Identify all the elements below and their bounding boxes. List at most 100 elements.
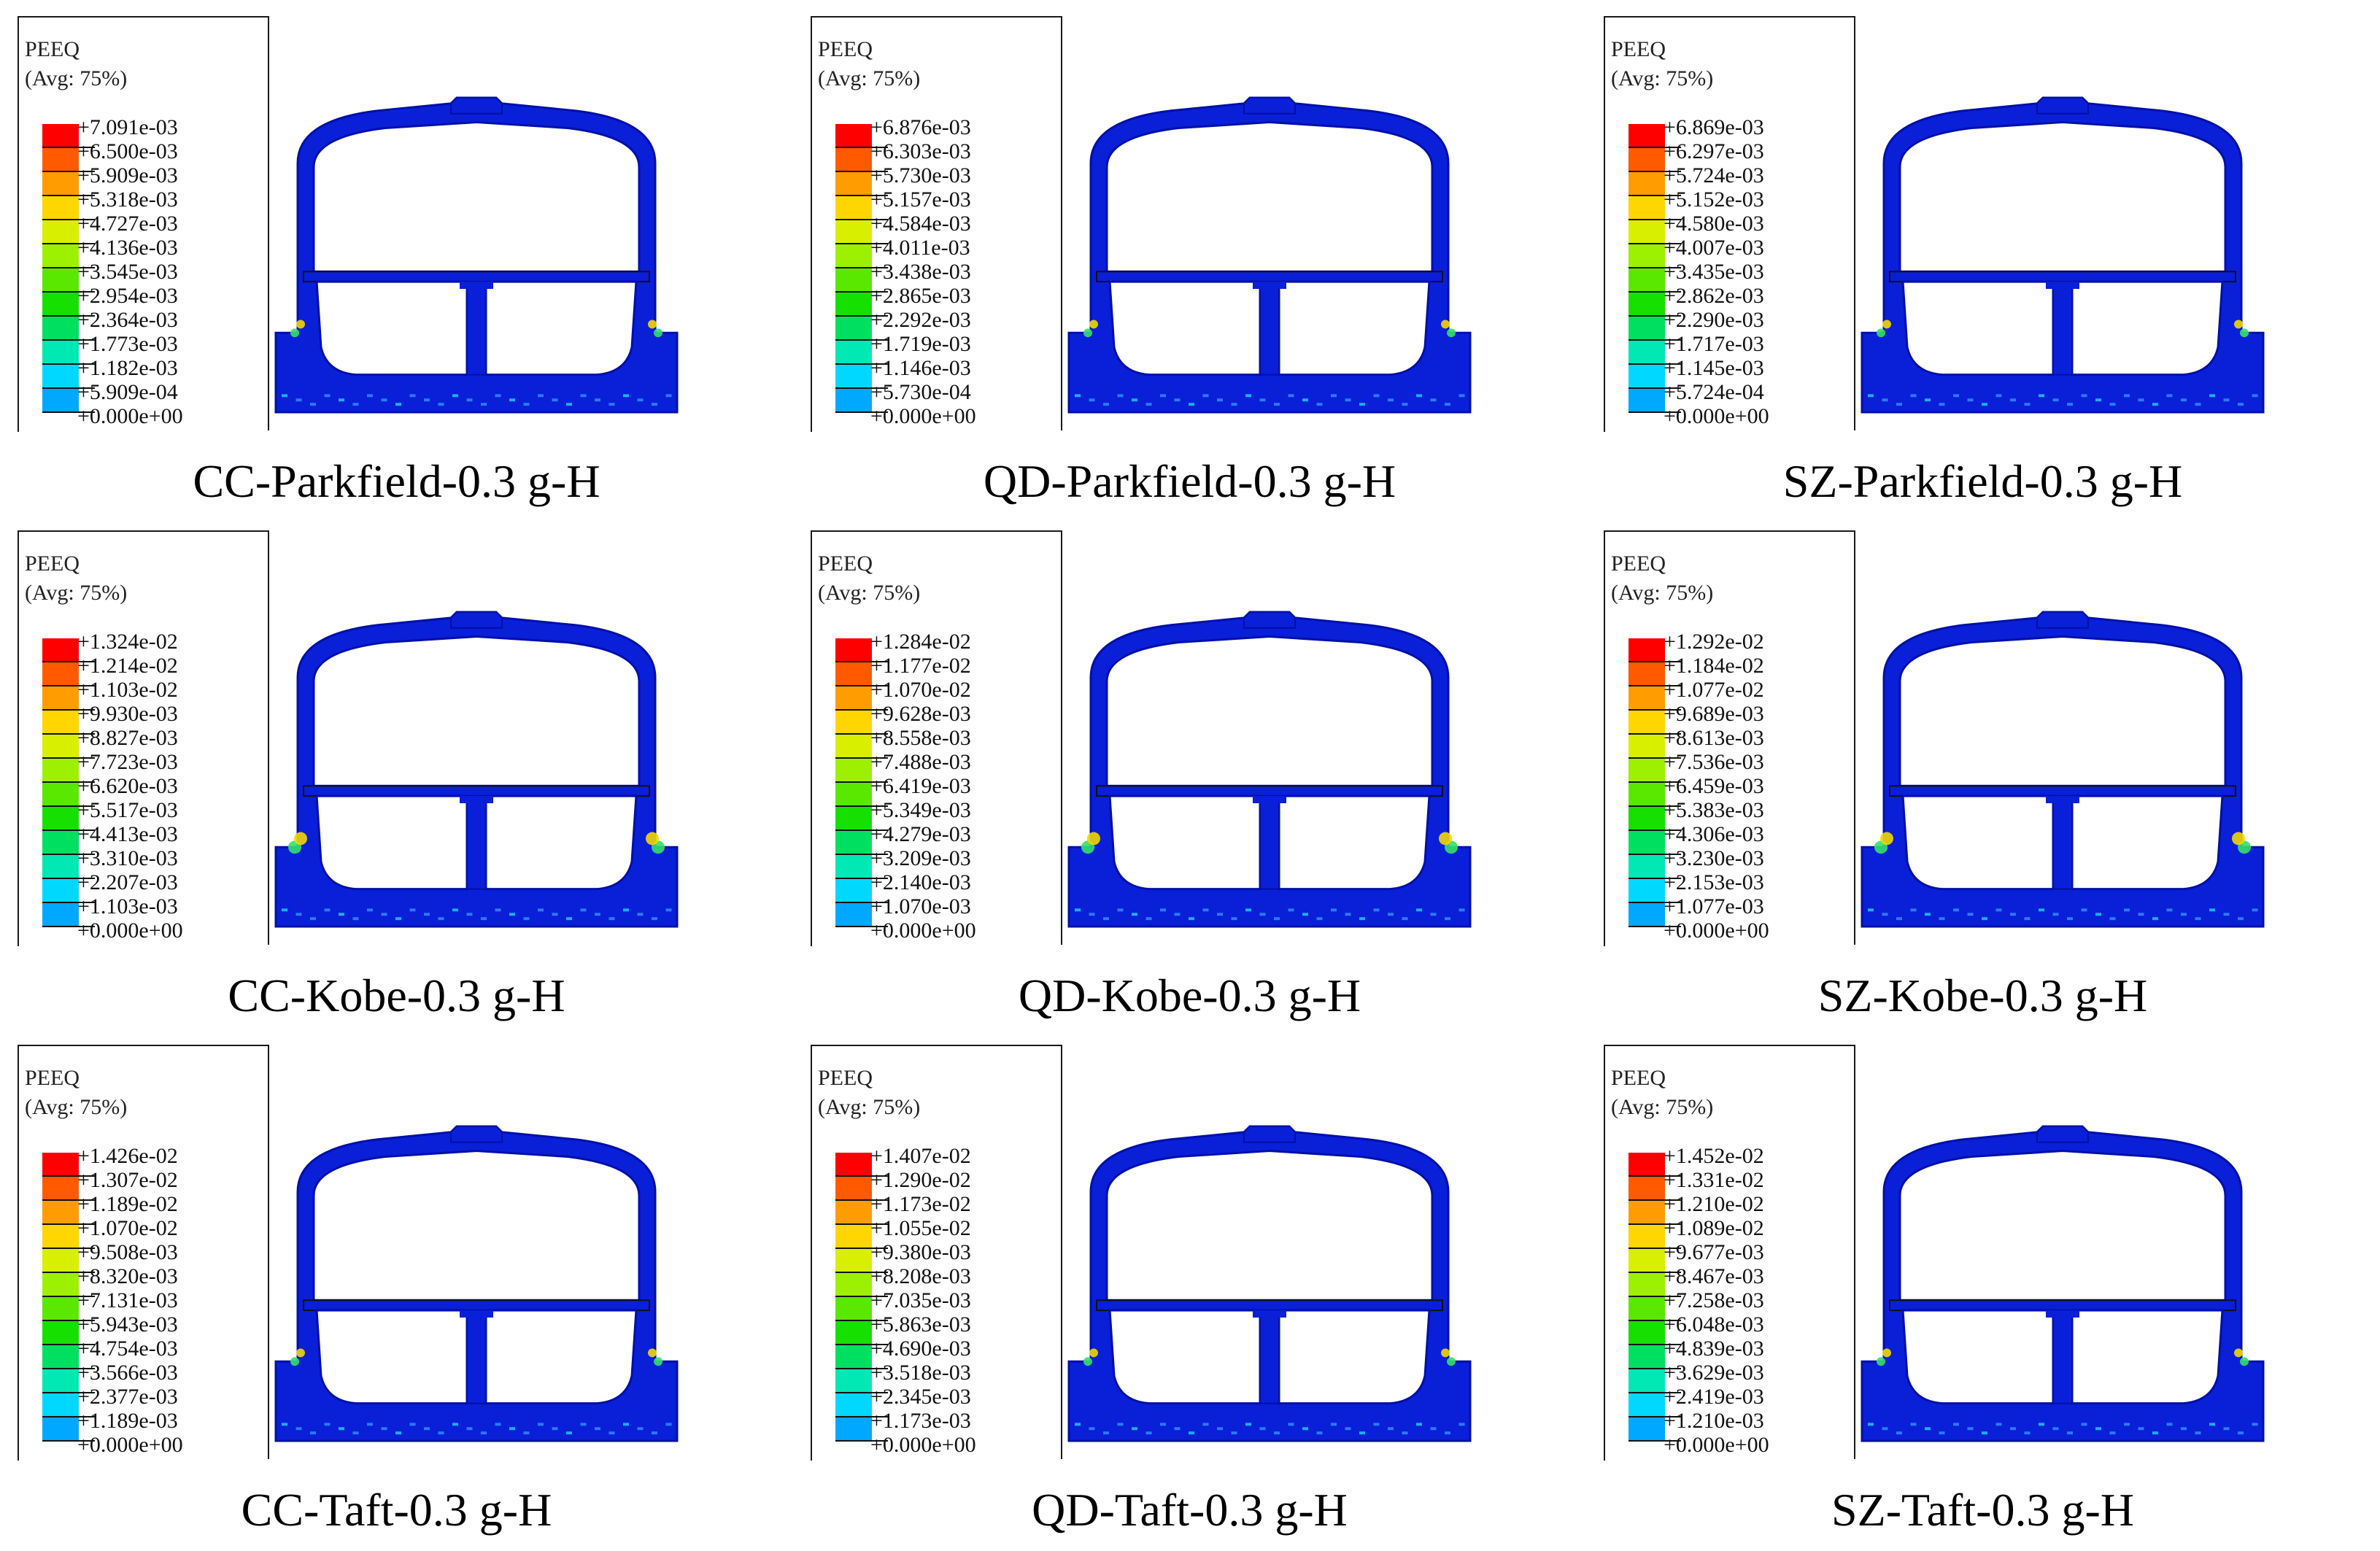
base-strain-speckle [2052, 913, 2059, 916]
base-strain-speckle [2195, 1431, 2201, 1435]
base-strain-speckle [452, 394, 458, 398]
base-strain-speckle [1259, 1427, 1266, 1431]
legend-swatch [42, 196, 95, 220]
base-strain-speckle [1345, 398, 1351, 402]
base-strain-speckle [2039, 394, 2044, 398]
legend-value: +2.364e-03 [77, 308, 178, 332]
base-strain-speckle [2010, 913, 2016, 916]
base-strain-speckle [1202, 908, 1209, 912]
base-strain-speckle [495, 908, 501, 912]
base-strain-speckle [2223, 398, 2230, 402]
legend-value: +4.279e-03 [870, 822, 971, 846]
base-strain-speckle [1103, 403, 1109, 406]
legend-swatch [42, 317, 95, 341]
base-strain-speckle [1953, 394, 1959, 398]
base-strain-speckle [2152, 1431, 2158, 1435]
base-strain-speckle [2252, 908, 2258, 912]
middle-slab [1096, 271, 1443, 283]
base-strain-speckle [1882, 913, 1888, 916]
legend-swatch [835, 686, 888, 711]
strain-hotspot [1882, 320, 1891, 329]
legend-value: +1.210e-02 [1664, 1192, 1764, 1216]
legend-title: PEEQ [1611, 552, 1666, 576]
lower-left-cell [1901, 1309, 2055, 1405]
legend-value: +8.208e-03 [870, 1264, 971, 1288]
base-strain-speckle [1259, 913, 1266, 916]
strain-hotspot [296, 1348, 305, 1358]
base-strain-speckle [1132, 398, 1137, 402]
legend-swatch [835, 196, 888, 220]
base-strain-speckle [1967, 1427, 1974, 1431]
legend-value: +6.297e-03 [1664, 139, 1764, 163]
legend-value: +5.909e-04 [77, 380, 178, 404]
base-strain-speckle [2195, 917, 2201, 921]
base-strain-speckle [1882, 1427, 1888, 1431]
contour-legend: PEEQ (Avg: 75%) +7.091e-03 +6.500e-03 +5.909… [18, 16, 269, 432]
legend-swatch [835, 220, 888, 244]
legend-value: +1.146e-03 [870, 356, 971, 380]
legend-value: +1.173e-03 [870, 1409, 971, 1433]
contour-legend: PEEQ (Avg: 75%) +1.292e-02 +1.184e-02 +1.077… [1604, 530, 1855, 946]
middle-slab [1889, 271, 2236, 283]
legend-value: +8.613e-03 [1664, 726, 1764, 750]
strain-hotspot [1877, 1357, 1885, 1366]
base-strain-speckle [2052, 398, 2059, 402]
strain-hotspot [296, 320, 305, 329]
contour-legend: PEEQ (Avg: 75%) +1.452e-02 +1.331e-02 +1.210… [1604, 1045, 1855, 1461]
base-strain-speckle [623, 394, 629, 398]
base-strain-speckle [1189, 917, 1194, 921]
legend-swatch [42, 1249, 95, 1273]
strain-hotspot [1439, 832, 1452, 846]
tunnel-model [1861, 1125, 2265, 1442]
base-strain-speckle [580, 1423, 587, 1426]
base-strain-speckle [381, 913, 387, 916]
legend-value: +5.863e-03 [870, 1312, 971, 1337]
legend-value: +6.459e-03 [1664, 774, 1764, 798]
lower-right-cell [1278, 794, 1431, 891]
base-strain-speckle [1430, 1427, 1437, 1431]
base-strain-speckle [595, 398, 600, 402]
legend-swatch [835, 1225, 888, 1249]
legend-value: +5.724e-04 [1664, 380, 1764, 404]
lower-left-cell [315, 1309, 468, 1405]
base-strain-speckle [424, 398, 430, 402]
strain-hotspot [1089, 1348, 1098, 1358]
base-strain-speckle [1160, 908, 1166, 912]
legend-value: +7.131e-03 [77, 1288, 178, 1312]
base-strain-speckle [1967, 913, 1974, 916]
tunnel-model [274, 611, 679, 928]
legend-value: +4.690e-03 [870, 1337, 971, 1361]
center-column [1259, 281, 1280, 376]
legend-color-bar [42, 638, 95, 927]
legend-value: +1.331e-02 [1664, 1168, 1764, 1192]
legend-value: +3.518e-03 [870, 1361, 971, 1385]
legend-value: +3.438e-03 [870, 260, 971, 284]
legend-header: PEEQ (Avg: 75%) [818, 35, 920, 93]
legend-value: +0.000e+00 [1664, 1433, 1769, 1457]
lower-right-cell [484, 1309, 638, 1405]
base-strain-speckle [1231, 917, 1237, 921]
legend-value: +8.320e-03 [77, 1264, 178, 1288]
base-strain-speckle [409, 1423, 416, 1426]
base-strain-speckle [1316, 403, 1323, 406]
legend-value: +3.629e-03 [1664, 1361, 1764, 1385]
legend-border [268, 16, 269, 430]
legend-value: +0.000e+00 [870, 918, 976, 943]
legend-value: +8.558e-03 [870, 726, 971, 750]
legend-value: +8.467e-03 [1664, 1264, 1764, 1288]
base-strain-speckle [2238, 917, 2244, 921]
base-strain-speckle [1910, 1423, 1917, 1426]
legend-swatch [42, 1369, 95, 1393]
base-strain-speckle [1245, 394, 1251, 398]
tunnel-model [274, 1125, 679, 1442]
base-strain-speckle [1316, 917, 1323, 921]
base-strain-speckle [623, 908, 629, 912]
crown-keystone [450, 611, 503, 629]
legend-value: +2.292e-03 [870, 308, 971, 332]
legend-value: +2.153e-03 [1664, 870, 1764, 894]
base-strain-speckle [1132, 913, 1137, 916]
strain-hotspot [648, 320, 657, 329]
legend-swatch [1628, 1297, 1681, 1321]
legend-swatch [42, 365, 95, 389]
base-strain-speckle [2052, 1427, 2059, 1431]
